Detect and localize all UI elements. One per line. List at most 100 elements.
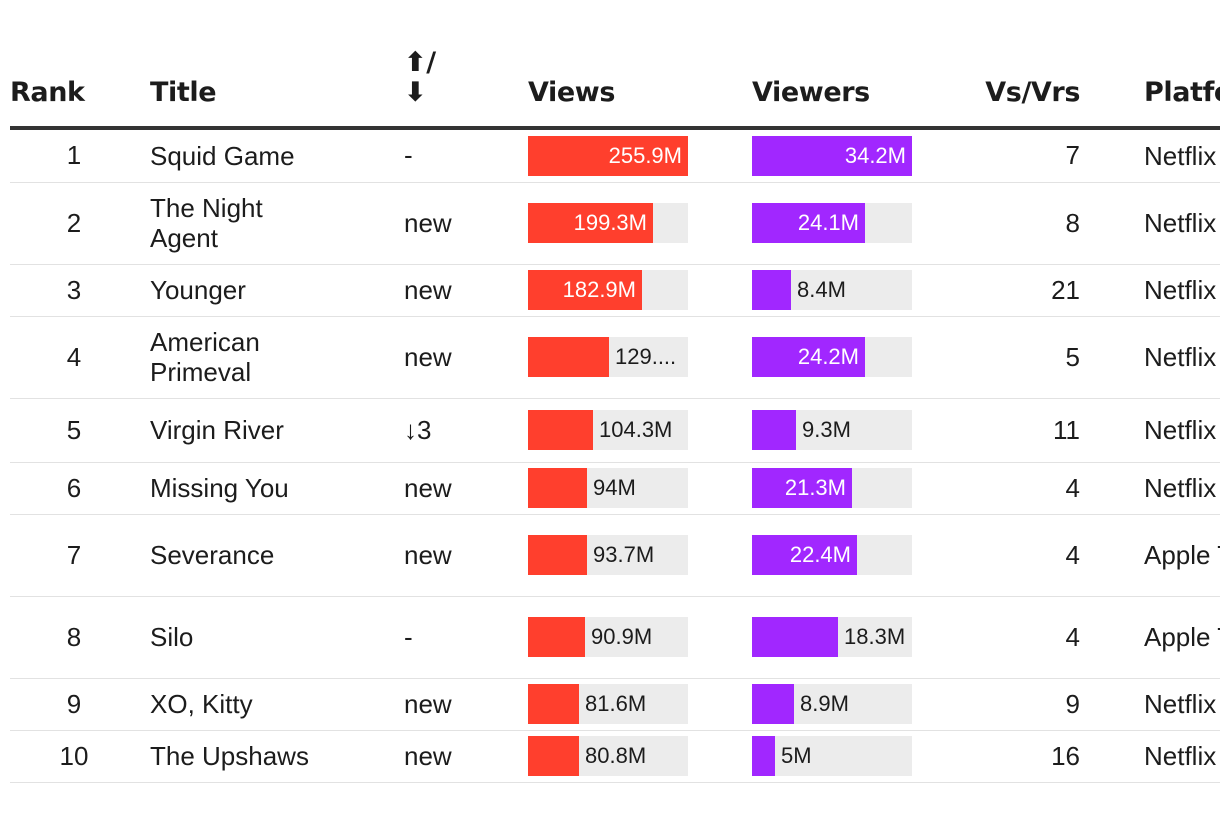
table-row[interactable]: 6 Missing You new 94M 21.3M 4 Netflix xyxy=(10,462,1220,515)
views-bar[interactable] xyxy=(528,617,585,657)
viewers-label: 18.3M xyxy=(844,624,906,649)
views-bar[interactable] xyxy=(528,736,579,776)
rank-cell: 10 xyxy=(10,730,150,783)
views-bar-track: 255.9M xyxy=(528,135,688,176)
vsvrs-header[interactable]: Vs/Vrs xyxy=(976,48,1080,130)
viewers-bar-track: 24.2M xyxy=(752,337,912,377)
platform-cell: Netflix xyxy=(1080,678,1220,731)
title-cell[interactable]: Silo xyxy=(150,596,404,679)
views-cell: 90.9M xyxy=(528,596,752,679)
viewers-bar-track: 34.2M xyxy=(752,135,912,176)
title-cell[interactable]: Younger xyxy=(150,264,404,317)
views-bar[interactable] xyxy=(528,535,587,575)
title-cell[interactable]: Severance xyxy=(150,514,404,597)
views-bar[interactable] xyxy=(528,684,579,724)
platform-cell: Netflix xyxy=(1080,730,1220,783)
rank-cell: 2 xyxy=(10,182,150,265)
viewers-label: 24.1M xyxy=(797,210,859,235)
change-cell: new xyxy=(404,182,528,265)
title-cell[interactable]: The Night Agent xyxy=(150,182,404,265)
views-label: 80.8M xyxy=(585,743,647,768)
title-cell[interactable]: Squid Game xyxy=(150,128,404,183)
viewers-cell: 8.9M xyxy=(752,678,976,731)
views-label: 199.3M xyxy=(573,210,647,235)
viewers-bar[interactable] xyxy=(752,135,912,176)
title-cell[interactable]: Virgin River xyxy=(150,398,404,463)
views-bar[interactable] xyxy=(528,410,593,450)
table-row[interactable]: 3 Younger new 182.9M 8.4M 21 Netflix xyxy=(10,264,1220,317)
viewers-cell: 22.4M xyxy=(752,514,976,597)
viewers-bar[interactable] xyxy=(752,270,791,310)
views-label: 81.6M xyxy=(585,691,647,716)
vsvrs-cell: 5 xyxy=(976,316,1080,399)
change-cell: new xyxy=(404,730,528,783)
viewers-bar-track: 8.4M xyxy=(752,270,912,310)
viewers-bar-track: 21.3M xyxy=(752,468,912,508)
change-cell: new xyxy=(404,264,528,317)
viewers-bar-track: 5M xyxy=(752,736,912,776)
change-header-bottom: ⬇ xyxy=(404,77,427,108)
change-cell: new xyxy=(404,316,528,399)
platform-cell: Netflix xyxy=(1080,316,1220,399)
views-bar[interactable] xyxy=(528,337,609,377)
title-cell[interactable]: American Primeval xyxy=(150,316,404,399)
change-cell: - xyxy=(404,596,528,679)
table-row[interactable]: 1 Squid Game - 255.9M 34.2M 7 Netflix xyxy=(10,128,1220,183)
change-header[interactable]: ⬆/⬇ xyxy=(404,48,528,130)
viewers-bar-track: 9.3M xyxy=(752,410,912,450)
viewers-bar[interactable] xyxy=(752,535,857,575)
views-label: 182.9M xyxy=(562,277,636,302)
views-cell: 104.3M xyxy=(528,398,752,463)
views-bar[interactable] xyxy=(528,270,642,310)
viewers-bar[interactable] xyxy=(752,468,852,508)
viewers-label: 8.4M xyxy=(797,277,846,302)
table-row[interactable]: 2 The Night Agent new 199.3M 24.1M 8 Netflix xyxy=(10,182,1220,265)
vsvrs-cell: 11 xyxy=(976,398,1080,463)
viewers-label: 8.9M xyxy=(800,691,849,716)
title-cell[interactable]: XO, Kitty xyxy=(150,678,404,731)
viewers-bar[interactable] xyxy=(752,736,775,776)
viewers-bar-track: 8.9M xyxy=(752,684,912,724)
table-row[interactable]: 9 XO, Kitty new 81.6M 8.9M 9 Netflix xyxy=(10,678,1220,731)
table-row[interactable]: 5 Virgin River ↓3 104.3M 9.3M 11 Netflix xyxy=(10,398,1220,463)
viewers-cell: 5M xyxy=(752,730,976,783)
viewers-bar[interactable] xyxy=(752,203,865,243)
viewers-bar[interactable] xyxy=(752,337,865,377)
viewers-bar[interactable] xyxy=(752,617,838,657)
title-header[interactable]: Title xyxy=(150,48,404,130)
platform-cell: Netflix xyxy=(1080,398,1220,463)
views-cell: 255.9M xyxy=(528,128,752,183)
viewers-label: 9.3M xyxy=(802,417,851,442)
viewers-bar[interactable] xyxy=(752,410,796,450)
platform-cell: Apple TV+ xyxy=(1080,514,1220,597)
vsvrs-cell: 7 xyxy=(976,128,1080,183)
rank-cell: 7 xyxy=(10,514,150,597)
views-cell: 129.... xyxy=(528,316,752,399)
views-cell: 199.3M xyxy=(528,182,752,265)
rank-cell: 9 xyxy=(10,678,150,731)
views-label: 129.... xyxy=(615,344,677,369)
title-cell[interactable]: Missing You xyxy=(150,462,404,515)
change-cell: - xyxy=(404,128,528,183)
title-cell[interactable]: The Upshaws xyxy=(150,730,404,783)
table-row[interactable]: 4 American Primeval new 129.... 24.2M 5 Netfli… xyxy=(10,316,1220,399)
vsvrs-cell: 4 xyxy=(976,514,1080,597)
viewers-header[interactable]: Viewers xyxy=(752,48,976,130)
views-bar-track: 182.9M xyxy=(528,270,688,310)
views-bar[interactable] xyxy=(528,203,653,243)
platform-header[interactable]: Platform xyxy=(1080,48,1220,130)
vsvrs-cell: 4 xyxy=(976,596,1080,679)
views-bar-track: 93.7M xyxy=(528,535,688,575)
rank-header[interactable]: Rank xyxy=(10,48,150,130)
views-bar-track: 94M xyxy=(528,468,688,508)
views-header[interactable]: Views xyxy=(528,48,752,130)
platform-cell: Netflix xyxy=(1080,182,1220,265)
viewers-bar[interactable] xyxy=(752,684,794,724)
platform-cell: Netflix xyxy=(1080,462,1220,515)
table-row[interactable]: 10 The Upshaws new 80.8M 5M 16 Netflix xyxy=(10,730,1220,783)
views-bar[interactable] xyxy=(528,468,587,508)
views-bar[interactable] xyxy=(528,135,688,176)
views-bar-track: 80.8M xyxy=(528,736,688,776)
